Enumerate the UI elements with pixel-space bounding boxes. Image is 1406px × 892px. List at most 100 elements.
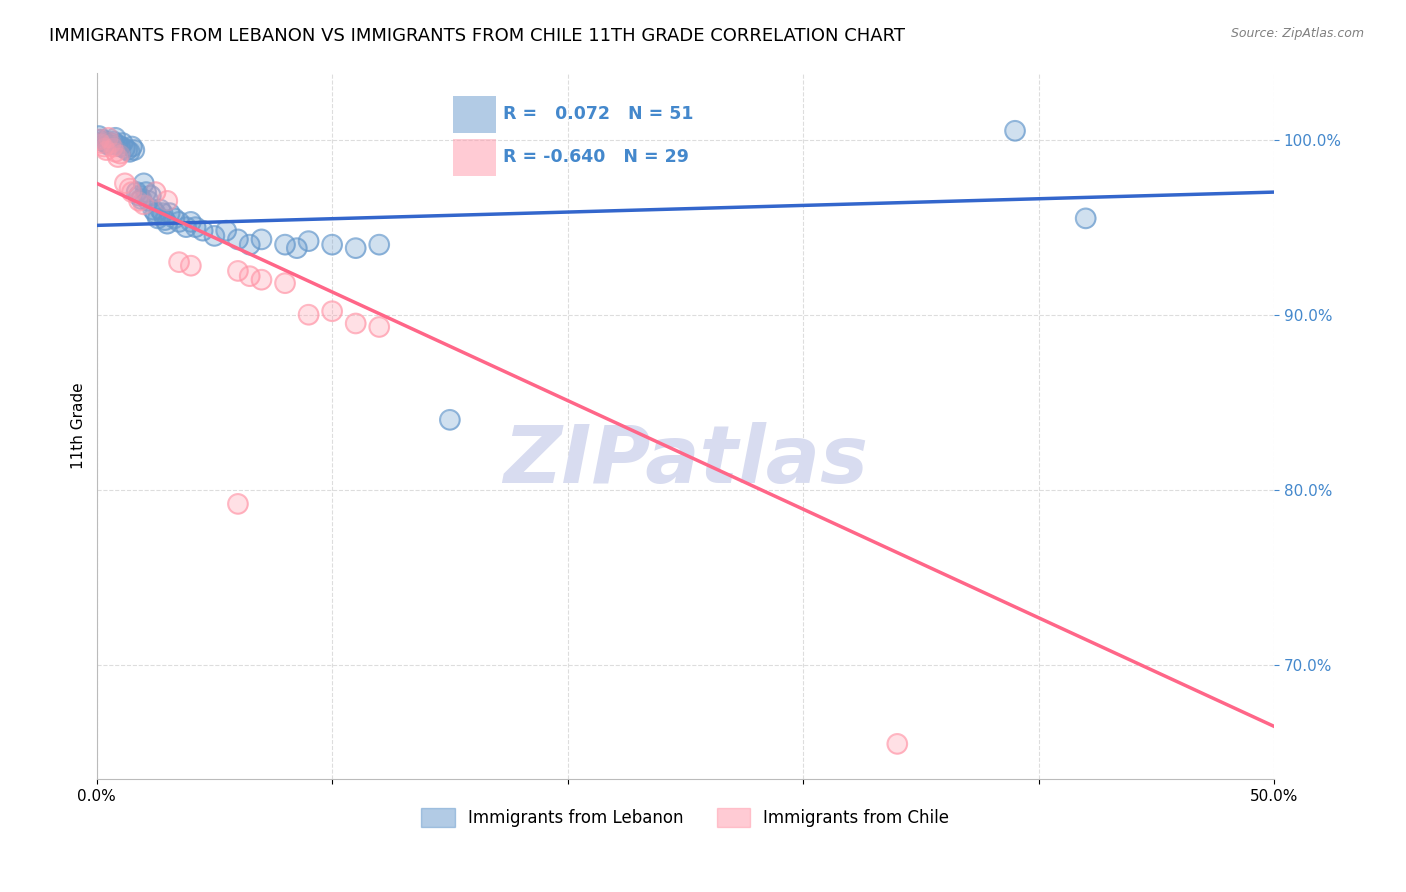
Point — [297, 308, 319, 322]
Point — [239, 237, 262, 252]
Point — [1074, 211, 1097, 226]
Point — [167, 255, 190, 269]
Point — [250, 232, 273, 246]
Point — [145, 185, 167, 199]
Point — [118, 145, 141, 159]
Point — [93, 134, 115, 148]
Point — [321, 237, 343, 252]
Point — [344, 317, 367, 331]
Point — [156, 217, 179, 231]
Point — [100, 136, 122, 150]
Point — [180, 259, 202, 273]
Point — [167, 215, 190, 229]
Point — [90, 132, 112, 146]
Point — [145, 206, 167, 220]
Point — [180, 259, 202, 273]
Point — [250, 273, 273, 287]
Point — [93, 139, 115, 153]
Point — [107, 150, 129, 164]
Point — [111, 136, 134, 150]
Point — [1004, 124, 1026, 138]
Point — [132, 197, 155, 211]
Point — [118, 145, 141, 159]
Point — [114, 177, 136, 191]
Point — [274, 276, 297, 290]
Point — [274, 276, 297, 290]
Point — [226, 264, 249, 278]
Point — [90, 136, 112, 150]
Point — [285, 241, 308, 255]
Point — [202, 228, 225, 243]
Point — [146, 211, 169, 226]
Text: Source: ZipAtlas.com: Source: ZipAtlas.com — [1230, 27, 1364, 40]
Point — [180, 215, 202, 229]
Point — [226, 232, 249, 246]
Point — [202, 228, 225, 243]
Point — [125, 185, 148, 199]
Point — [226, 497, 249, 511]
Text: ZIPatlas: ZIPatlas — [503, 422, 868, 500]
Point — [149, 202, 172, 217]
Text: IMMIGRANTS FROM LEBANON VS IMMIGRANTS FROM CHILE 11TH GRADE CORRELATION CHART: IMMIGRANTS FROM LEBANON VS IMMIGRANTS FR… — [49, 27, 905, 45]
Point — [163, 211, 186, 226]
Point — [100, 136, 122, 150]
Point — [108, 139, 131, 153]
Point — [87, 129, 110, 144]
Point — [121, 139, 143, 153]
Point — [239, 269, 262, 284]
Point — [297, 234, 319, 248]
Point — [121, 185, 143, 199]
Point — [886, 737, 908, 751]
Point — [156, 217, 179, 231]
Point — [344, 317, 367, 331]
Point — [128, 194, 150, 208]
Point — [94, 143, 117, 157]
Point — [145, 185, 167, 199]
Point — [139, 188, 162, 202]
Point — [121, 185, 143, 199]
Point — [131, 192, 153, 206]
Point — [111, 136, 134, 150]
Point — [344, 241, 367, 255]
Point — [297, 308, 319, 322]
Point — [174, 220, 197, 235]
Point — [135, 185, 157, 199]
Point — [138, 194, 160, 208]
Point — [104, 130, 127, 145]
Point — [174, 220, 197, 235]
Point — [97, 130, 120, 145]
Point — [321, 304, 343, 318]
Point — [1004, 124, 1026, 138]
Point — [149, 202, 172, 217]
Point — [90, 132, 112, 146]
Point — [368, 320, 391, 334]
Point — [114, 141, 136, 155]
Point — [274, 237, 297, 252]
Point — [94, 136, 117, 150]
Point — [118, 181, 141, 195]
Y-axis label: 11th Grade: 11th Grade — [72, 383, 86, 469]
Point — [146, 211, 169, 226]
Point — [184, 220, 207, 235]
Point — [87, 132, 110, 146]
Point — [132, 197, 155, 211]
Point — [226, 264, 249, 278]
Point — [97, 137, 120, 152]
Point — [121, 139, 143, 153]
Point — [94, 136, 117, 150]
Point — [321, 237, 343, 252]
Point — [139, 188, 162, 202]
Point — [321, 304, 343, 318]
Point — [239, 269, 262, 284]
Point — [191, 224, 214, 238]
Point — [250, 273, 273, 287]
Point — [101, 134, 124, 148]
Point — [152, 206, 174, 220]
Point — [153, 213, 176, 227]
Point — [131, 192, 153, 206]
Point — [226, 232, 249, 246]
Point — [142, 202, 165, 217]
Point — [132, 177, 155, 191]
Point — [108, 146, 131, 161]
Point — [104, 130, 127, 145]
